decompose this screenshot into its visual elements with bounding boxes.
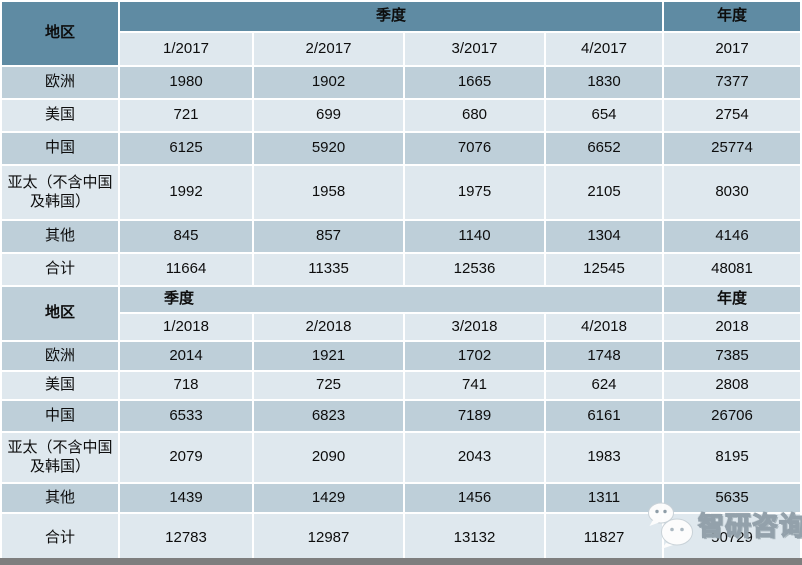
col-header: 2018 (664, 314, 800, 340)
region-label: 其他 (2, 221, 118, 252)
region-label: 中国 (2, 133, 118, 164)
value-cell: 857 (254, 221, 403, 252)
value-cell: 699 (254, 100, 403, 131)
region-label: 其他 (2, 484, 118, 512)
value-cell: 2090 (254, 433, 403, 482)
value-cell: 1902 (254, 67, 403, 98)
value-cell: 2043 (405, 433, 544, 482)
year-group-header: 年度 (664, 287, 800, 312)
value-cell: 1992 (120, 166, 252, 219)
value-cell: 12987 (254, 514, 403, 563)
value-cell: 12783 (120, 514, 252, 563)
bottom-edge-bar (0, 558, 802, 565)
value-cell: 721 (120, 100, 252, 131)
col-header: 4/2018 (546, 314, 662, 340)
value-cell: 12536 (405, 254, 544, 285)
value-cell: 8030 (664, 166, 800, 219)
region-label: 亚太（不含中国 及韩国） (2, 166, 118, 219)
value-cell: 26706 (664, 401, 800, 431)
value-cell: 1439 (120, 484, 252, 512)
region-label: 美国 (2, 100, 118, 131)
value-cell: 6161 (546, 401, 662, 431)
col-header: 3/2018 (405, 314, 544, 340)
value-cell: 2808 (664, 372, 800, 399)
col-header: 3/2017 (405, 33, 544, 65)
value-cell: 1958 (254, 166, 403, 219)
value-cell: 725 (254, 372, 403, 399)
region-label: 中国 (2, 401, 118, 431)
value-cell: 2014 (120, 342, 252, 370)
col-header: 2/2017 (254, 33, 403, 65)
value-cell: 6125 (120, 133, 252, 164)
value-cell: 7385 (664, 342, 800, 370)
value-cell: 7076 (405, 133, 544, 164)
value-cell: 2754 (664, 100, 800, 131)
col-header: 4/2017 (546, 33, 662, 65)
col-header: 1/2017 (120, 33, 252, 65)
value-cell: 1748 (546, 342, 662, 370)
value-cell: 654 (546, 100, 662, 131)
value-cell: 1304 (546, 221, 662, 252)
value-cell: 5635 (664, 484, 800, 512)
quarter-group-header: 季度 (120, 2, 662, 31)
value-cell: 6823 (254, 401, 403, 431)
value-cell: 11827 (546, 514, 662, 563)
value-cell: 1429 (254, 484, 403, 512)
quarter-group-header: 季度 (120, 287, 662, 312)
region-label: 亚太（不含中国 及韩国） (2, 433, 118, 482)
value-cell: 718 (120, 372, 252, 399)
value-cell: 6533 (120, 401, 252, 431)
value-cell: 5920 (254, 133, 403, 164)
region-header: 地区 (2, 2, 118, 65)
year-group-header: 年度 (664, 2, 800, 31)
value-cell: 2105 (546, 166, 662, 219)
value-cell: 1140 (405, 221, 544, 252)
value-cell: 7189 (405, 401, 544, 431)
value-cell: 680 (405, 100, 544, 131)
value-cell: 50729 (664, 514, 800, 563)
col-header: 1/2018 (120, 314, 252, 340)
value-cell: 845 (120, 221, 252, 252)
value-cell: 2079 (120, 433, 252, 482)
value-cell: 741 (405, 372, 544, 399)
value-cell: 7377 (664, 67, 800, 98)
value-cell: 4146 (664, 221, 800, 252)
value-cell: 624 (546, 372, 662, 399)
region-label: 欧洲 (2, 67, 118, 98)
col-header: 2017 (664, 33, 800, 65)
value-cell: 1975 (405, 166, 544, 219)
value-cell: 11664 (120, 254, 252, 285)
value-cell: 1980 (120, 67, 252, 98)
value-cell: 1456 (405, 484, 544, 512)
value-cell: 8195 (664, 433, 800, 482)
region-label: 美国 (2, 372, 118, 399)
region-header: 地区 (2, 287, 118, 340)
region-label: 欧洲 (2, 342, 118, 370)
value-cell: 1665 (405, 67, 544, 98)
value-cell: 11335 (254, 254, 403, 285)
value-cell: 25774 (664, 133, 800, 164)
value-cell: 13132 (405, 514, 544, 563)
value-cell: 1311 (546, 484, 662, 512)
value-cell: 1983 (546, 433, 662, 482)
value-cell: 48081 (664, 254, 800, 285)
value-cell: 1921 (254, 342, 403, 370)
region-label: 合计 (2, 514, 118, 563)
value-cell: 6652 (546, 133, 662, 164)
value-cell: 1702 (405, 342, 544, 370)
col-header: 2/2018 (254, 314, 403, 340)
value-cell: 1830 (546, 67, 662, 98)
value-cell: 12545 (546, 254, 662, 285)
region-label: 合计 (2, 254, 118, 285)
